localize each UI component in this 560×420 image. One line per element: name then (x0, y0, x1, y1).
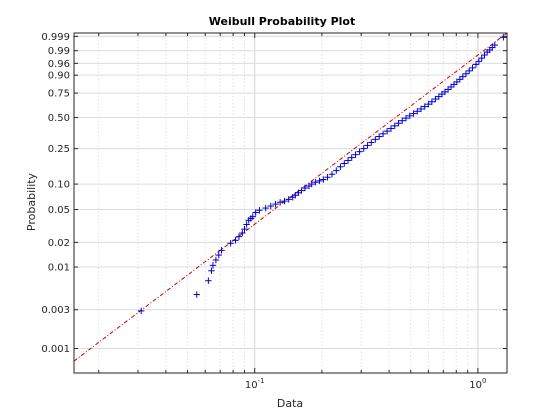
data-point (472, 61, 480, 68)
data-point (324, 174, 331, 181)
data-point (395, 120, 402, 127)
data-point (375, 133, 383, 140)
y-tick-label: 0.75 (48, 89, 70, 100)
plot-area-frame (73, 32, 508, 374)
grid-lines (74, 33, 507, 373)
data-point (364, 142, 371, 149)
data-point (298, 187, 305, 194)
data-point (320, 176, 327, 183)
data-point (337, 163, 344, 170)
data-point (241, 225, 248, 233)
x-axis-label: Data (277, 397, 303, 410)
data-point (372, 136, 379, 143)
y-axis-label: Probability (25, 172, 38, 231)
data-point (285, 196, 292, 203)
y-tick-label: 0.90 (48, 71, 70, 82)
data-point (276, 199, 284, 206)
data-point (469, 64, 476, 72)
data-point (227, 240, 234, 247)
x-axis-ticks: 10-1 100 (98, 33, 487, 391)
data-point (341, 160, 348, 167)
data-point (137, 307, 145, 315)
data-point (491, 41, 498, 49)
data-point (428, 98, 436, 105)
data-point (256, 207, 263, 214)
data-point (267, 202, 274, 210)
y-tick-label: 0.50 (48, 113, 70, 124)
data-point (235, 233, 243, 240)
y-tick-label: 0.999 (41, 32, 70, 43)
data-point (312, 179, 319, 186)
data-point (478, 54, 485, 62)
x-tick-label: 10-1 (245, 377, 265, 391)
data-point (356, 148, 363, 155)
data-point (432, 95, 439, 103)
data-point (459, 73, 467, 80)
y-tick-label: 0.001 (41, 344, 70, 355)
data-point (262, 204, 269, 212)
data-point (208, 267, 215, 274)
data-point (316, 177, 323, 185)
x-tick-label: 100 (469, 377, 486, 391)
y-tick-label: 0.10 (48, 180, 70, 191)
data-point (425, 100, 432, 108)
data-point (232, 237, 239, 244)
data-point (406, 112, 413, 120)
data-point (212, 256, 220, 264)
data-point (333, 167, 340, 174)
data-point (348, 154, 355, 161)
y-tick-label: 0.25 (48, 144, 70, 155)
y-tick-label: 0.99 (48, 46, 70, 57)
data-point (215, 251, 222, 259)
data-point (218, 247, 225, 254)
y-tick-label: 0.02 (48, 238, 70, 249)
data-points (137, 34, 507, 315)
data-point (344, 157, 352, 164)
data-point (308, 180, 315, 188)
data-point (410, 110, 417, 117)
data-point (399, 117, 406, 124)
data-point (352, 151, 359, 158)
data-point (417, 105, 425, 113)
data-point (272, 200, 279, 208)
data-point (360, 145, 367, 152)
data-point (402, 114, 410, 122)
data-point (387, 125, 395, 132)
data-point (391, 122, 398, 130)
data-point (209, 262, 217, 269)
data-point (500, 34, 507, 41)
data-point (301, 184, 309, 192)
data-point (475, 58, 483, 65)
y-tick-label: 0.003 (41, 305, 70, 316)
data-point (383, 127, 391, 135)
data-point (239, 229, 246, 237)
y-axis-ticks: 0.001 0.003 0.01 0.02 0.05 0.10 0.25 0.50 0.75 0.… (41, 32, 507, 355)
data-point (414, 108, 421, 115)
data-point (205, 277, 212, 284)
data-point (462, 70, 470, 77)
data-point (421, 103, 428, 110)
data-point (243, 221, 250, 228)
y-tick-label: 0.96 (48, 59, 70, 70)
data-point (481, 51, 488, 59)
data-point (193, 291, 200, 298)
data-point (465, 67, 473, 75)
data-point (368, 139, 375, 146)
chart-title: Weibull Probability Plot (209, 15, 355, 28)
data-point (252, 209, 259, 216)
data-point (281, 197, 288, 205)
y-tick-label: 0.01 (48, 263, 70, 274)
data-point (456, 76, 464, 83)
data-point (249, 213, 256, 220)
data-point (379, 130, 387, 138)
y-tick-label: 0.05 (48, 205, 70, 216)
data-point (328, 171, 336, 178)
